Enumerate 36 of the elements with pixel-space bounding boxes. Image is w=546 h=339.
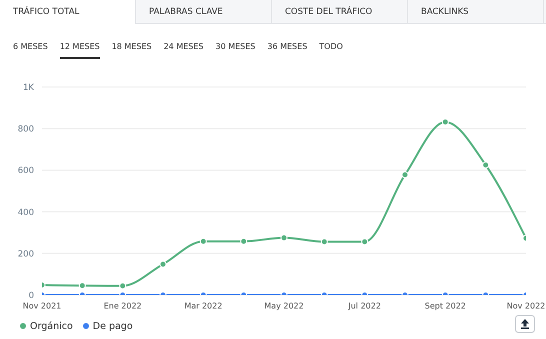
x-tick-label: Nov 2022 [506, 302, 546, 311]
legend-label: De pago [92, 321, 133, 332]
text: COSTE DEL TRÁFICO [272, 0, 408, 24]
x-tick-label: Mar 2022 [184, 302, 222, 311]
text: 6 MESES [13, 42, 48, 53]
point [240, 238, 248, 245]
point [361, 238, 368, 246]
text: 12 MESES [60, 42, 100, 59]
text: PALABRAS CLAVE [136, 0, 272, 24]
text: 24 MESES [164, 42, 204, 53]
y-tick-label: 800 [18, 124, 34, 135]
point [119, 282, 126, 290]
legend-label: Orgánico [30, 321, 73, 332]
point [200, 238, 207, 245]
y-tick-label: 600 [18, 166, 34, 176]
x-tick-label: Ene 2022 [104, 302, 142, 311]
text: 36 MESES [267, 42, 308, 53]
text: 30 MESES [215, 42, 256, 53]
point [320, 238, 328, 246]
x-tick-label: Jul 2022 [347, 302, 381, 311]
text: TODO [319, 42, 343, 53]
text: TRÁFICO TOTAL [0, 0, 136, 24]
y-tick-label: 0 [28, 291, 34, 302]
point [78, 282, 86, 290]
point [482, 162, 490, 168]
point [160, 260, 166, 268]
y-tick-label: 400 [18, 208, 34, 218]
point [280, 234, 288, 242]
text: 18 MESES [112, 42, 152, 53]
x-tick-label: Sept 2022 [424, 302, 466, 311]
y-tick-label: 1K [23, 83, 34, 94]
x-tick-label: May 2022 [264, 302, 304, 311]
x-tick-label: Nov 2021 [22, 302, 62, 311]
point [402, 171, 408, 178]
y-tick-label: 200 [18, 249, 34, 260]
text: BACKLINKS [408, 0, 544, 24]
